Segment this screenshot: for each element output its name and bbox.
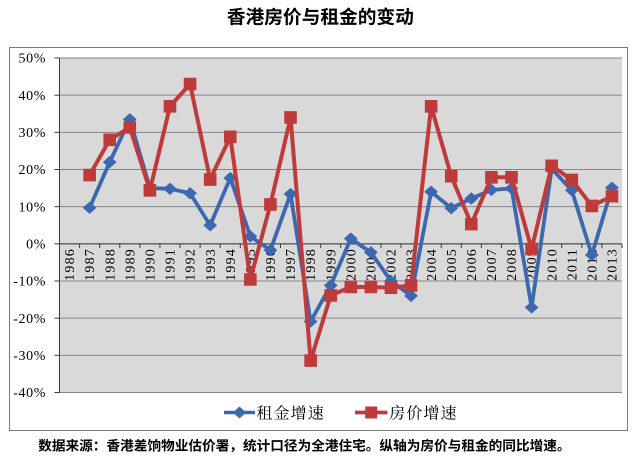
svg-text:1994: 1994 [224,248,239,281]
svg-text:1996: 1996 [264,248,279,281]
svg-text:2006: 2006 [465,248,480,281]
svg-text:2002: 2002 [385,248,400,281]
svg-text:2005: 2005 [445,248,460,281]
svg-text:1986: 1986 [63,248,78,281]
svg-text:20%: 20% [19,163,46,178]
svg-text:1999: 1999 [324,248,339,281]
svg-text:1998: 1998 [304,248,319,281]
svg-text:1992: 1992 [184,248,199,281]
svg-text:40%: 40% [19,89,46,104]
svg-text:2013: 2013 [606,248,621,281]
svg-text:2000: 2000 [344,248,359,281]
svg-text:30%: 30% [19,126,46,141]
svg-text:-30%: -30% [13,349,46,364]
svg-text:1989: 1989 [123,248,138,281]
svg-text:1993: 1993 [204,248,219,281]
svg-text:1997: 1997 [284,248,299,281]
svg-text:1987: 1987 [83,248,98,281]
svg-text:-40%: -40% [13,386,46,401]
svg-text:-10%: -10% [13,275,46,290]
svg-text:2004: 2004 [425,248,440,281]
svg-text:2007: 2007 [485,248,500,281]
svg-text:2010: 2010 [545,248,560,281]
svg-text:10%: 10% [19,200,46,215]
svg-text:-20%: -20% [13,312,46,327]
svg-text:2011: 2011 [565,248,580,280]
svg-text:2008: 2008 [505,248,520,281]
svg-text:1990: 1990 [144,248,159,281]
svg-text:1988: 1988 [103,248,118,281]
svg-text:1991: 1991 [164,248,179,281]
svg-text:50%: 50% [19,52,46,67]
svg-text:0%: 0% [26,237,46,252]
